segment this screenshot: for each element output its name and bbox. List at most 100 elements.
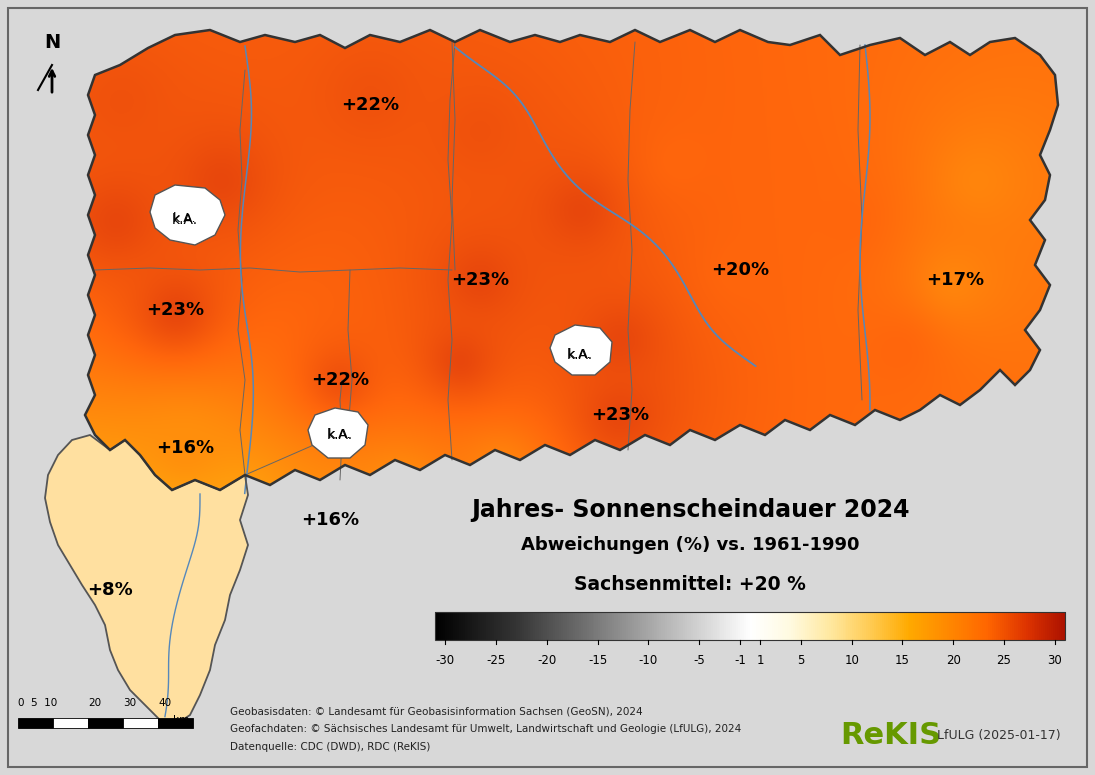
Bar [819,612,821,640]
Bar [886,612,888,640]
Bar [630,612,633,640]
Bar [624,612,626,640]
Bar [610,612,613,640]
Bar [1016,612,1018,640]
Bar [748,612,750,640]
Bar [750,612,752,640]
Bar [881,612,885,640]
Bar [1056,612,1058,640]
Bar [992,612,994,640]
Bar [1031,612,1034,640]
Text: Abweichungen (%) vs. 1961-1990: Abweichungen (%) vs. 1961-1990 [521,536,860,554]
Bar [604,612,607,640]
Bar [765,612,769,640]
Bar [864,612,866,640]
Bar [681,612,683,640]
Bar [541,612,544,640]
Bar [718,612,721,640]
Bar [646,612,648,640]
Bar [639,612,643,640]
Bar [538,612,540,640]
Bar [1017,612,1021,640]
Bar [846,612,849,640]
Bar [598,612,601,640]
Bar [878,612,880,640]
Bar [500,612,503,640]
Bar [756,612,759,640]
Bar [634,612,636,640]
Bar [484,612,486,640]
Bar [449,612,451,640]
Bar [959,612,961,640]
Bar [492,612,495,640]
Bar [577,612,579,640]
Text: +22%: +22% [341,96,399,114]
Bar [535,612,538,640]
Bar [918,612,920,640]
Bar [540,612,542,640]
Bar [693,612,695,640]
Bar [740,612,742,640]
Text: +22%: +22% [311,371,369,389]
Bar [1029,612,1031,640]
Bar [597,612,599,640]
Bar [488,612,491,640]
Bar [854,612,856,640]
Text: N: N [44,33,60,52]
Bar [479,612,481,640]
Bar [521,612,525,640]
Bar [123,718,158,728]
Text: k.A.: k.A. [327,428,353,442]
Bar [565,612,567,640]
Text: k.A.: k.A. [328,429,351,442]
Bar [947,612,949,640]
Bar [53,718,88,728]
Bar [583,612,585,640]
Bar [990,612,993,640]
Bar [945,612,947,640]
Bar [677,612,680,640]
Bar [589,612,591,640]
Bar [774,612,776,640]
Bar [462,612,465,640]
Bar [647,612,650,640]
Text: Sachsenmittel: +20 %: Sachsenmittel: +20 % [574,576,806,594]
Bar [815,612,818,640]
Bar [567,612,569,640]
Bar [933,612,935,640]
Bar [528,612,530,640]
Bar [996,612,999,640]
Bar [454,612,457,640]
Text: +20%: +20% [711,261,769,279]
Bar [466,612,469,640]
Bar [728,612,730,640]
Bar [616,612,619,640]
Bar [642,612,644,640]
Text: 40: 40 [158,698,171,708]
Bar [943,612,945,640]
Bar [807,612,809,640]
Bar [839,612,841,640]
Text: 20: 20 [946,654,960,667]
Bar [871,612,873,640]
Bar [911,612,914,640]
Bar [435,612,438,640]
Bar [802,612,804,640]
Bar [777,612,780,640]
Bar [88,718,123,728]
Bar [874,612,876,640]
Bar [920,612,922,640]
Bar [664,612,666,640]
Bar [906,612,908,640]
Bar [695,612,698,640]
Bar [849,612,851,640]
Text: -1: -1 [734,654,746,667]
Text: +23%: +23% [591,406,649,424]
Bar [1059,612,1061,640]
Bar [587,612,589,640]
Bar [1036,612,1038,640]
Bar [654,612,656,640]
Bar [620,612,623,640]
Bar [975,612,977,640]
Bar [543,612,545,640]
